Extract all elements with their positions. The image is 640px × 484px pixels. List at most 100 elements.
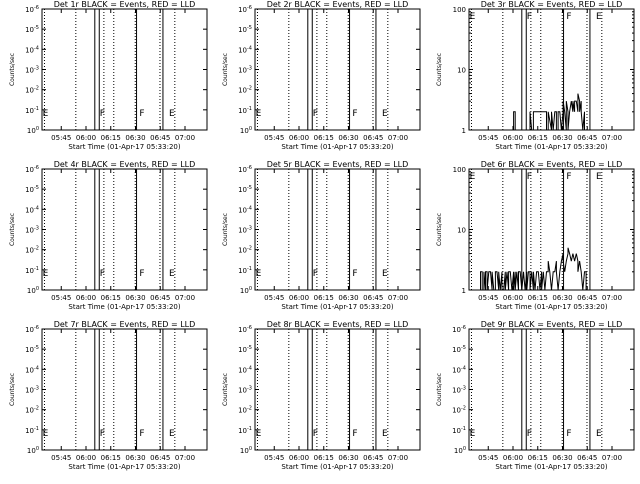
y-tick-label: 10-2	[452, 406, 466, 415]
x-tick-label: 06:45	[150, 134, 170, 142]
x-axis-label: Start Time (01-Apr-17 05:33:20)	[68, 143, 180, 151]
event-marker-f: F	[100, 109, 105, 119]
plot-frame	[468, 328, 635, 451]
x-tick-label: 06:45	[363, 454, 383, 462]
x-tick-label: 05:45	[51, 294, 71, 302]
plot-frame	[468, 168, 635, 291]
y-tick-label: 100	[240, 286, 252, 295]
x-tick-label: 06:30	[338, 294, 358, 302]
y-tick-label: 10-1	[25, 266, 39, 275]
x-tick-label: 05:45	[478, 454, 498, 462]
panel-title: Det 4r BLACK = Events, RED = LLD	[54, 160, 196, 169]
panel-title: Det 5r BLACK = Events, RED = LLD	[267, 160, 409, 169]
y-tick-label: 10-5	[25, 25, 39, 34]
y-tick-label: 10-6	[25, 165, 39, 174]
x-tick-label: 07:00	[602, 134, 622, 142]
x-tick-label: 06:45	[150, 294, 170, 302]
y-axis-label: Counts/sec	[436, 53, 443, 86]
x-axis-label: Start Time (01-Apr-17 05:33:20)	[495, 143, 607, 151]
y-tick-label: 100	[240, 126, 252, 135]
y-tick-label: 100	[27, 126, 39, 135]
series-line-0	[513, 93, 587, 131]
y-tick-label: 10-1	[238, 266, 252, 275]
x-tick-label: 06:15	[101, 454, 121, 462]
y-tick-label: 100	[27, 446, 39, 455]
x-tick-label: 05:45	[264, 454, 284, 462]
y-tick-label: 10-2	[25, 406, 39, 415]
x-tick-label: 06:00	[289, 454, 309, 462]
x-axis-label: Start Time (01-Apr-17 05:33:20)	[281, 463, 393, 471]
x-axis-label: Start Time (01-Apr-17 05:33:20)	[281, 143, 393, 151]
y-axis-label: Counts/sec	[9, 213, 16, 246]
x-tick-label: 06:15	[528, 134, 548, 142]
x-tick-label: 06:30	[552, 454, 572, 462]
plot-panel-9: Det 9r BLACK = Events, RED = LLD Counts/s…	[436, 320, 635, 471]
event-marker-f: F	[527, 12, 532, 22]
x-tick-label: 05:45	[51, 454, 71, 462]
x-tick-label: 06:00	[503, 134, 523, 142]
panel-title: Det 3r BLACK = Events, RED = LLD	[481, 0, 623, 9]
panel-title: Det 1r BLACK = Events, RED = LLD	[54, 0, 196, 9]
x-tick-label: 06:30	[338, 454, 358, 462]
event-marker-f: F	[100, 429, 105, 439]
event-marker-e: E	[256, 109, 262, 119]
y-tick-label: 1	[462, 127, 466, 135]
x-tick-label: 06:00	[289, 294, 309, 302]
plot-panel-7: Det 7r BLACK = Events, RED = LLD Counts/s…	[9, 320, 208, 471]
y-tick-label: 100	[240, 446, 252, 455]
event-marker-e: E	[382, 429, 388, 439]
x-tick-label: 07:00	[388, 294, 408, 302]
y-tick-label: 10-5	[238, 345, 252, 354]
event-marker-f: F	[352, 429, 357, 439]
event-marker-f: F	[566, 12, 571, 22]
y-tick-label: 10-2	[238, 406, 252, 415]
event-marker-f: F	[139, 429, 144, 439]
x-tick-label: 06:15	[314, 134, 334, 142]
y-tick-label: 10-5	[238, 25, 252, 34]
event-marker-e: E	[382, 269, 388, 279]
y-tick-label: 10-3	[25, 386, 39, 395]
x-tick-label: 05:45	[264, 294, 284, 302]
x-axis-label: Start Time (01-Apr-17 05:33:20)	[68, 463, 180, 471]
x-axis-label: Start Time (01-Apr-17 05:33:20)	[68, 303, 180, 311]
y-tick-label: 100	[453, 166, 466, 174]
y-tick-label: 10-3	[25, 66, 39, 75]
event-marker-e: E	[169, 269, 175, 279]
x-tick-label: 06:15	[314, 454, 334, 462]
y-tick-label: 10-2	[238, 86, 252, 95]
event-marker-f: F	[566, 172, 571, 182]
x-tick-label: 07:00	[388, 134, 408, 142]
y-axis-label: Counts/sec	[222, 373, 229, 406]
event-marker-e: E	[596, 172, 602, 182]
y-tick-label: 10-4	[25, 45, 39, 54]
series-line-0	[480, 247, 587, 291]
y-axis-label: Counts/sec	[436, 373, 443, 406]
event-marker-f: F	[139, 269, 144, 279]
x-tick-label: 06:30	[338, 134, 358, 142]
x-tick-label: 06:45	[577, 134, 597, 142]
event-marker-e: E	[470, 172, 476, 182]
x-tick-label: 06:15	[528, 454, 548, 462]
x-tick-label: 06:15	[528, 294, 548, 302]
x-tick-label: 06:00	[76, 294, 96, 302]
y-tick-label: 10-1	[25, 106, 39, 115]
plot-frame	[41, 328, 208, 451]
panel-title: Det 2r BLACK = Events, RED = LLD	[267, 0, 409, 9]
x-tick-label: 06:45	[577, 294, 597, 302]
x-tick-label: 06:15	[314, 294, 334, 302]
y-tick-label: 10-6	[25, 5, 39, 14]
event-marker-e: E	[169, 429, 175, 439]
x-axis-label: Start Time (01-Apr-17 05:33:20)	[495, 303, 607, 311]
x-tick-label: 06:00	[503, 454, 523, 462]
y-tick-label: 10-3	[25, 226, 39, 235]
x-tick-label: 06:00	[76, 454, 96, 462]
x-tick-label: 06:15	[101, 294, 121, 302]
y-tick-label: 10-5	[25, 345, 39, 354]
y-tick-label: 10-2	[238, 246, 252, 255]
event-marker-f: F	[527, 429, 532, 439]
event-marker-f: F	[313, 429, 318, 439]
y-tick-label: 10-4	[238, 45, 252, 54]
y-tick-label: 10-3	[238, 386, 252, 395]
event-marker-e: E	[43, 109, 49, 119]
